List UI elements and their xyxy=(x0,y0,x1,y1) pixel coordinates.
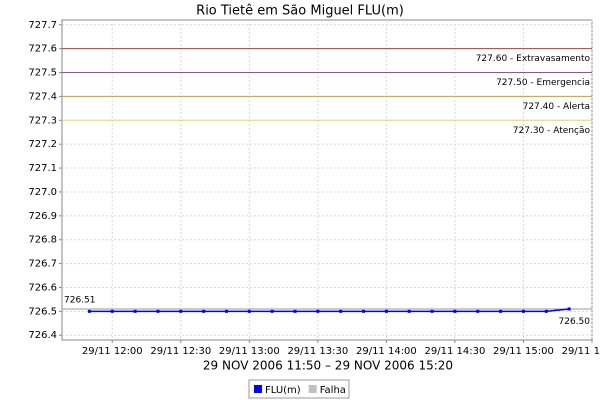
chart-title: Rio Tietê em São Miguel FLU(m) xyxy=(196,4,404,19)
y-tick-label: 727.0 xyxy=(28,187,57,198)
point xyxy=(544,309,548,313)
point xyxy=(87,309,91,313)
point xyxy=(476,309,480,313)
y-tick-label: 726.6 xyxy=(28,282,57,293)
point xyxy=(293,309,297,313)
point xyxy=(453,309,457,313)
point xyxy=(407,309,411,313)
x-tick-label: 29/11 14:30 xyxy=(425,346,486,357)
reference-label: 727.30 - Atenção xyxy=(513,126,591,136)
point xyxy=(247,309,251,313)
reference-label: 727.60 - Extravasamento xyxy=(476,54,591,64)
point xyxy=(133,309,137,313)
point xyxy=(339,309,343,313)
legend-box xyxy=(248,379,350,399)
y-tick-label: 726.7 xyxy=(28,259,57,270)
legend-label: FLU(m) xyxy=(265,385,301,396)
y-tick-label: 727.4 xyxy=(28,91,57,102)
point xyxy=(224,309,228,313)
legend-label: Falha xyxy=(320,385,346,396)
y-tick-label: 727.7 xyxy=(28,20,57,31)
y-tick-label: 727.2 xyxy=(28,139,57,150)
y-tick-label: 727.3 xyxy=(28,115,57,126)
plot-area xyxy=(61,19,593,341)
point xyxy=(202,309,206,313)
x-tick-label: 29/11 13:30 xyxy=(287,346,348,357)
point xyxy=(110,309,114,313)
legend-swatch xyxy=(254,385,262,393)
point xyxy=(499,309,503,313)
point xyxy=(316,309,320,313)
y-tick-label: 726.9 xyxy=(28,211,57,222)
x-tick-label: 29/11 13:00 xyxy=(219,346,280,357)
point xyxy=(521,309,525,313)
reference-label: 727.40 - Alerta xyxy=(523,102,590,112)
reference-label: 727.50 - Emergencia xyxy=(496,78,590,88)
x-axis-label: 29 NOV 2006 11:50 – 29 NOV 2006 15:20 xyxy=(203,359,453,373)
x-tick-label: 29/11 12:30 xyxy=(150,346,211,357)
point xyxy=(384,309,388,313)
y-tick-label: 726.5 xyxy=(28,306,57,317)
point xyxy=(430,309,434,313)
y-tick-label: 726.8 xyxy=(28,235,57,246)
point xyxy=(270,309,274,313)
y-tick-label: 727.6 xyxy=(28,44,57,55)
point xyxy=(156,309,160,313)
point xyxy=(179,309,183,313)
x-tick-label: 29/11 14:00 xyxy=(356,346,417,357)
y-tick-label: 726.4 xyxy=(28,330,57,341)
x-tick-label: 29/11 15:00 xyxy=(493,346,554,357)
y-tick-label: 727.1 xyxy=(28,163,57,174)
point xyxy=(362,309,366,313)
y-tick-label: 727.5 xyxy=(28,68,57,79)
x-tick-label: 29/11 12:00 xyxy=(82,346,143,357)
x-tick-label: 29/11 15:30 xyxy=(562,346,600,357)
series-line xyxy=(89,308,570,313)
legend-swatch xyxy=(308,385,317,393)
annotation: 726.50 xyxy=(559,317,591,327)
annotation: 726.51 xyxy=(64,295,96,305)
point xyxy=(567,307,571,311)
